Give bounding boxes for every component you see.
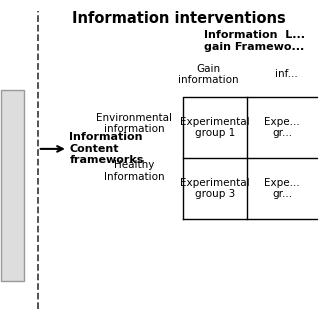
Text: Healthy
Information: Healthy Information: [104, 160, 164, 182]
Bar: [1, 90, 24, 281]
Text: Environmental
information: Environmental information: [96, 113, 172, 134]
Text: inf...: inf...: [275, 69, 298, 79]
Text: Information interventions: Information interventions: [72, 11, 285, 26]
Text: Information  L...
gain Framewo...: Information L... gain Framewo...: [204, 30, 305, 52]
Text: Information
Content
frameworks: Information Content frameworks: [69, 132, 144, 165]
Text: Expe...
gr...: Expe... gr...: [264, 117, 300, 138]
Text: Experimental
group 1: Experimental group 1: [180, 117, 250, 138]
Text: Expe...
gr...: Expe... gr...: [264, 178, 300, 199]
Text: Gain
information: Gain information: [178, 64, 239, 85]
Text: Experimental
group 3: Experimental group 3: [180, 178, 250, 199]
